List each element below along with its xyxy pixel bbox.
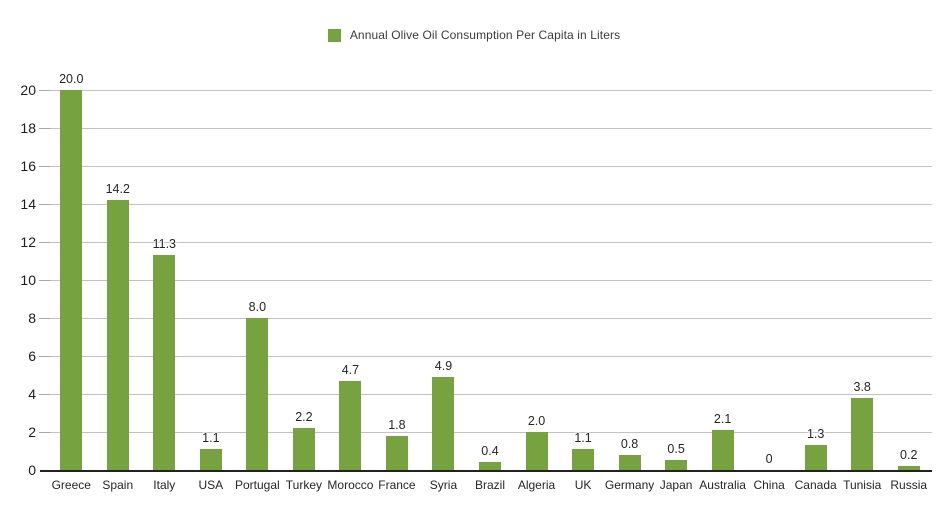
bar-value-label: 14.2 (105, 182, 130, 196)
x-axis-label: Brazil (474, 478, 505, 492)
y-tick-label: 16 (20, 158, 36, 174)
x-axis-label: Portugal (235, 478, 280, 492)
x-axis-label: China (753, 478, 785, 492)
y-tick (39, 355, 50, 357)
x-axis-label: Syria (429, 478, 458, 492)
gridline (48, 393, 932, 395)
bar-value-label: 1.1 (574, 431, 592, 445)
gridline (48, 203, 932, 205)
bar-value-label: 20.0 (59, 72, 84, 86)
y-tick (39, 89, 50, 91)
x-axis-label: France (378, 478, 416, 492)
bar-value-label: 1.8 (388, 418, 406, 432)
bar (153, 255, 176, 470)
y-tick-label: 4 (28, 386, 36, 402)
y-tick (39, 279, 50, 281)
x-axis-label: Algeria (517, 478, 556, 492)
x-axis-line (40, 470, 932, 472)
gridline (48, 127, 932, 129)
gridline (48, 431, 932, 433)
bar-value-label: 8.0 (248, 300, 267, 314)
y-tick (39, 431, 50, 433)
x-axis-label: USA (198, 478, 224, 492)
bar-value-label: 0.4 (481, 444, 499, 458)
bar (432, 377, 455, 470)
bar (665, 460, 688, 470)
bar (618, 455, 641, 470)
x-axis-label: UK (574, 478, 592, 492)
bar-value-label: 0.5 (667, 442, 685, 456)
gridline (48, 89, 932, 91)
x-axis-label: Greece (51, 478, 91, 492)
y-tick-label: 14 (20, 196, 36, 212)
gridline (48, 355, 932, 357)
bar (804, 445, 827, 470)
y-tick-label: 8 (28, 310, 36, 326)
bar (897, 466, 920, 470)
x-axis-label: Spain (102, 478, 134, 492)
x-axis-label: Australia (699, 478, 746, 492)
y-tick-label: 18 (20, 120, 36, 136)
bar-value-label: 1.1 (202, 431, 220, 445)
bar (525, 432, 548, 470)
x-axis-label: Japan (659, 478, 693, 492)
bar (339, 381, 362, 470)
bar-value-label: 2.2 (295, 410, 313, 424)
bar-value-label: 3.8 (853, 380, 871, 394)
y-tick (39, 241, 50, 243)
bar (199, 449, 222, 470)
bar (572, 449, 595, 470)
bar-value-label: 0 (765, 452, 773, 466)
y-tick (39, 317, 50, 319)
y-tick-label: 10 (20, 272, 36, 288)
x-axis-label: Italy (153, 478, 176, 492)
bar (292, 428, 315, 470)
gridline (48, 241, 932, 243)
y-tick (39, 165, 50, 167)
bar-value-label: 4.7 (341, 363, 360, 377)
plot-area: 0 2 4 6 8 10 12 14 16 18 20 20.0 Greece 14.2 Spain 11.3… (20, 72, 932, 492)
x-axis-label: Turkey (285, 478, 322, 492)
bar (385, 436, 408, 470)
bar (246, 318, 269, 470)
gridline (48, 165, 932, 167)
bar-value-label: 0.2 (900, 448, 918, 462)
bar-value-label: 2.0 (527, 414, 546, 428)
bar (60, 90, 83, 470)
x-axis-label: Germany (604, 478, 655, 492)
y-tick-label: 0 (28, 462, 36, 478)
y-tick-label: 6 (28, 348, 36, 364)
legend-swatch-icon (327, 28, 341, 42)
x-axis-label: Tunisia (843, 478, 882, 492)
gridline (48, 317, 932, 319)
bar-value-label: 0.8 (620, 437, 639, 451)
x-axis-label: Canada (794, 478, 837, 492)
bar-value-label: 1.3 (806, 427, 825, 441)
bar (479, 462, 501, 470)
y-tick-label: 20 (20, 82, 36, 98)
y-tick-label: 2 (28, 424, 36, 440)
bar (106, 200, 129, 470)
y-tick (39, 203, 50, 205)
y-tick (39, 393, 50, 395)
legend-label: Annual Olive Oil Consumption Per Capita … (349, 28, 621, 42)
x-axis-label: Morocco (327, 478, 374, 492)
chart-legend: Annual Olive Oil Consumption Per Capita … (0, 28, 948, 42)
bar-value-label: 4.9 (434, 359, 453, 373)
bar (851, 398, 874, 470)
bar-value-label: 11.3 (152, 237, 176, 251)
gridline (48, 279, 932, 281)
x-axis-label: Russia (890, 478, 928, 492)
y-tick-label: 12 (20, 234, 36, 250)
y-tick (39, 127, 50, 129)
bar (711, 430, 734, 470)
bar-value-label: 2.1 (713, 412, 732, 426)
